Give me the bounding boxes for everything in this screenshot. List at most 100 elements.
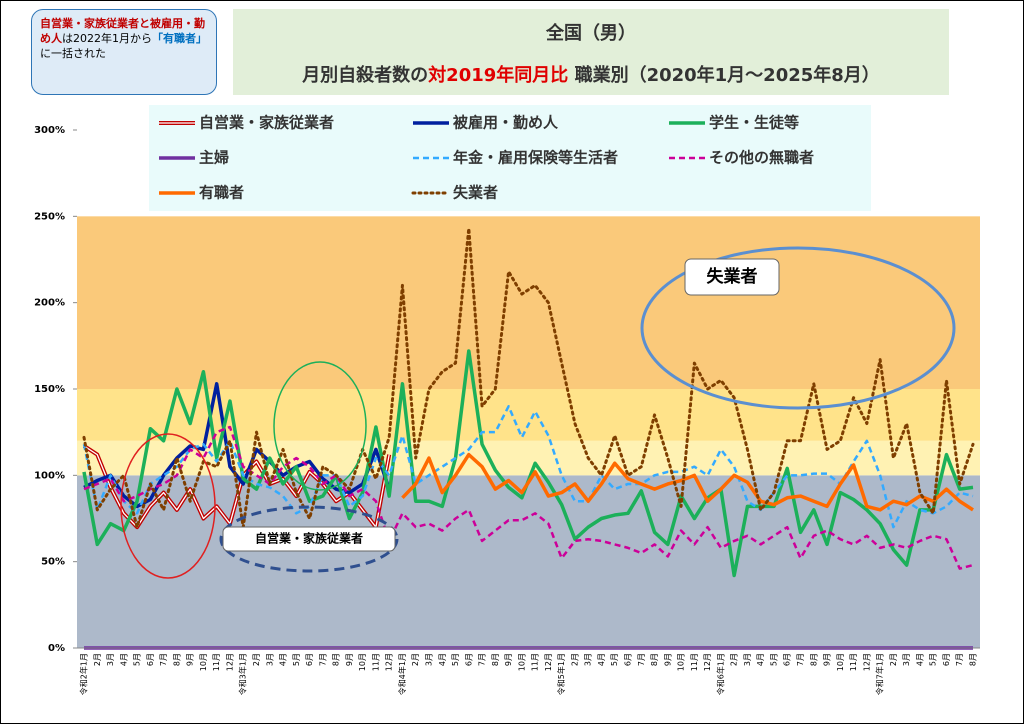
x-tick-label: 8月 [650,653,659,666]
y-tick-label: 0% [48,643,65,654]
x-tick-label: 令和3年1月 [238,653,248,695]
x-tick-label: 11月 [531,653,540,671]
x-tick-label: 2月 [93,653,102,666]
x-tick-label: 12月 [385,653,394,671]
x-tick-label: 4月 [756,653,765,666]
annotation-box [222,526,396,552]
x-tick-label: 5月 [929,653,938,666]
x-tick-label: 12月 [703,653,712,671]
x-tick-label: 9月 [345,653,354,666]
chart-subtitle: 月別自殺者数の対2019年同月比 職業別（2020年1月～2025年8月） [233,61,949,87]
x-tick-label: 12月 [544,653,553,671]
x-tick-label: 7月 [955,653,964,666]
x-tick-label: 5月 [133,653,142,666]
band [77,475,980,648]
series-line-inner [83,445,390,528]
y-tick-label: 100% [34,470,65,481]
legend-label: 年金・雇用保険等生活者 [453,149,618,167]
note: 自営業・家族従業者と被雇用・勤め人は2022年1月から「有職者」に一括された [31,9,217,95]
x-tick-label: 11月 [849,653,858,671]
x-tick-label: 4月 [597,653,606,666]
x-tick-label: 7月 [796,653,805,666]
legend-label: 自営業・家族従業者 [199,114,334,132]
x-tick-label: 5月 [292,653,301,666]
x-tick-label: 8月 [969,653,978,666]
highlight-ellipse [273,361,367,491]
y-tick-label: 50% [41,557,65,568]
x-tick-label: 令和2年1月 [79,653,89,695]
chart-title: 全国（男） [546,23,636,44]
x-tick-label: 6月 [305,653,314,666]
x-tick-label: 11月 [690,653,699,671]
subtitle-part: 対2019年同月比 [428,65,569,86]
note-text: に一括された [40,47,106,60]
y-tick-label: 200% [34,298,65,309]
x-tick-label: 5月 [451,653,460,666]
series-line [82,226,975,529]
x-tick-label: 8月 [491,653,500,666]
x-tick-label: 2月 [252,653,261,666]
legend-label: 被雇用・勤め人 [453,114,559,132]
x-tick-label: 10月 [517,653,526,671]
x-tick-label: 令和6年1月 [715,653,725,695]
annotation-box [684,258,780,296]
legend-label: 失業者 [453,184,498,202]
x-tick-label: 5月 [769,653,778,666]
x-tick-label: 4月 [119,653,128,666]
highlight-ellipse [219,505,399,573]
y-tick-label: 150% [34,384,65,395]
x-tick-label: 令和4年1月 [397,653,407,695]
x-tick-label: 2月 [730,653,739,666]
x-tick-label: 令和7年1月 [875,653,885,695]
legend-box [149,105,871,211]
x-tick-label: 令和5年1月 [556,653,566,695]
x-tick-label: 3月 [584,653,593,666]
x-tick-label: 9月 [186,653,195,666]
x-tick-label: 11月 [212,653,221,671]
x-tick-label: 6月 [624,653,633,666]
band [77,216,980,389]
x-tick-label: 4月 [915,653,924,666]
x-tick-label: 6月 [783,653,792,666]
title-box: 全国（男） 月別自殺者数の対2019年同月比 職業別（2020年1月～2025年… [233,9,949,95]
x-tick-label: 9月 [663,653,672,666]
note-text: 自営業・家族従業者と被雇用・勤め人 [40,17,205,45]
highlight-ellipse [640,246,956,410]
series-line [83,425,974,570]
x-tick-label: 10月 [199,653,208,671]
x-tick-label: 3月 [424,653,433,666]
series-line [82,405,974,529]
highlight-ellipse [120,433,216,579]
x-tick-label: 4月 [438,653,447,666]
x-tick-label: 12月 [225,653,234,671]
note-text: は2022年1月から [62,32,152,45]
x-tick-label: 7月 [637,653,646,666]
x-tick-label: 6月 [464,653,473,666]
x-tick-label: 6月 [942,653,951,666]
x-tick-label: 7月 [159,653,168,666]
y-tick-label: 300% [34,125,65,136]
subtitle-part: 職業別（2020年1月～2025年8月） [568,65,880,86]
x-tick-label: 12月 [862,653,871,671]
annotation: 自営業・家族従業者 [255,531,363,546]
x-tick-label: 9月 [823,653,832,666]
legend-label: その他の無職者 [709,149,814,167]
legend-label: 学生・生徒等 [709,114,799,132]
x-tick-label: 7月 [478,653,487,666]
subtitle-part: 月別自殺者数の [302,65,429,86]
note-text: 「有職者」 [152,32,207,45]
x-tick-label: 10月 [836,653,845,671]
x-tick-label: 11月 [371,653,380,671]
x-tick-label: 10月 [358,653,367,671]
x-tick-label: 3月 [902,653,911,666]
x-tick-label: 6月 [146,653,155,666]
legend-label: 有職者 [199,184,244,202]
x-tick-label: 2月 [570,653,579,666]
x-tick-label: 8月 [332,653,341,666]
x-tick-label: 5月 [610,653,619,666]
x-tick-label: 2月 [411,653,420,666]
x-tick-label: 4月 [279,653,288,666]
x-tick-label: 3月 [743,653,752,666]
